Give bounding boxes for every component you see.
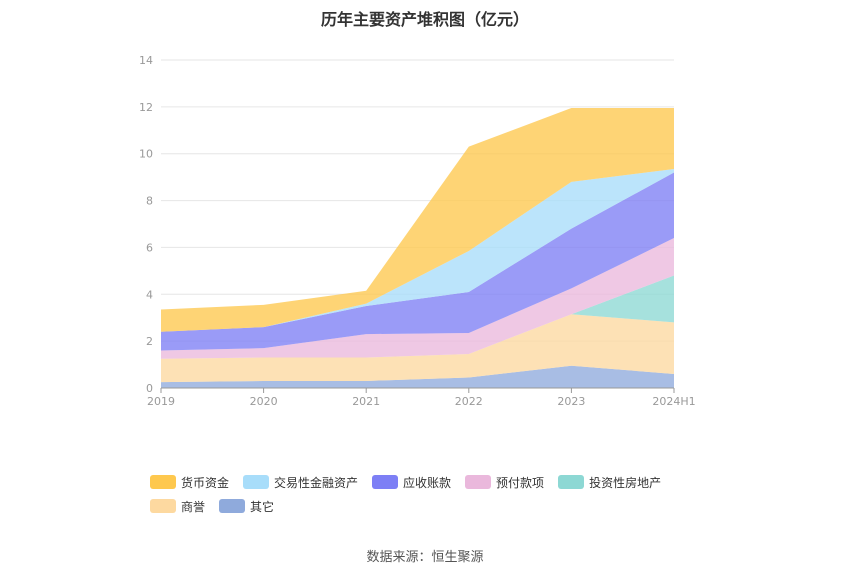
x-tick-label: 2022 — [455, 395, 483, 408]
legend-item[interactable]: 投资性房地产 — [558, 474, 661, 490]
x-tick-label: 2020 — [250, 395, 278, 408]
y-tick-label: 0 — [146, 382, 153, 395]
legend-label: 其它 — [250, 499, 275, 514]
area-其它 — [161, 365, 674, 388]
area-预付款项 — [161, 238, 674, 359]
legend-item[interactable]: 其它 — [219, 498, 274, 514]
x-tick-label: 2021 — [352, 395, 380, 408]
area-商誉 — [161, 314, 674, 383]
legend-label: 投资性房地产 — [589, 475, 662, 490]
legend-item[interactable]: 交易性金融资产 — [243, 474, 358, 490]
y-tick-label: 8 — [146, 195, 153, 208]
legend-label: 预付款项 — [496, 475, 545, 490]
legend-label: 商誉 — [181, 499, 206, 514]
legend-item[interactable]: 商誉 — [150, 498, 205, 514]
area-应收账款 — [161, 172, 674, 351]
x-tick-label: 2019 — [147, 395, 175, 408]
legend: 货币资金 交易性金融资产 应收账款 预付款项 投资性房地产商誉 其它 — [150, 474, 740, 522]
legend-swatch — [372, 475, 399, 489]
legend-swatch — [243, 475, 270, 489]
legend-swatch — [150, 475, 176, 489]
legend-swatch — [150, 499, 176, 513]
data-source: 数据来源：恒生聚源 — [366, 550, 484, 565]
legend-item[interactable]: 货币资金 — [150, 474, 229, 490]
x-tick-label: 2024H1 — [652, 395, 695, 408]
area-series — [161, 108, 674, 388]
legend-swatch — [558, 475, 585, 489]
y-tick-label: 14 — [139, 54, 153, 67]
legend-label: 货币资金 — [181, 475, 230, 490]
y-tick-label: 6 — [146, 241, 153, 254]
legend-item[interactable]: 预付款项 — [465, 474, 544, 490]
legend-swatch — [465, 475, 492, 489]
area-交易性金融资产 — [161, 168, 674, 332]
legend-swatch — [219, 499, 246, 513]
y-tick-label: 10 — [139, 148, 153, 161]
chart-title: 历年主要资产堆积图（亿元） — [320, 10, 529, 29]
y-tick-label: 12 — [139, 101, 153, 114]
legend-label: 应收账款 — [403, 475, 452, 490]
stacked-area-chart: 0 2 4 6 8 10 12 14 2019 2020 2021 2022 2023 2024H1 — [139, 54, 696, 408]
legend-item[interactable]: 应收账款 — [372, 474, 451, 490]
area-货币资金 — [161, 108, 674, 332]
y-tick-label: 4 — [146, 288, 153, 301]
axes: 0 2 4 6 8 10 12 14 2019 2020 2021 2022 2023 2024H1 — [139, 54, 696, 408]
legend-label: 交易性金融资产 — [274, 475, 359, 490]
x-tick-label: 2023 — [557, 395, 585, 408]
y-tick-label: 2 — [146, 335, 153, 348]
